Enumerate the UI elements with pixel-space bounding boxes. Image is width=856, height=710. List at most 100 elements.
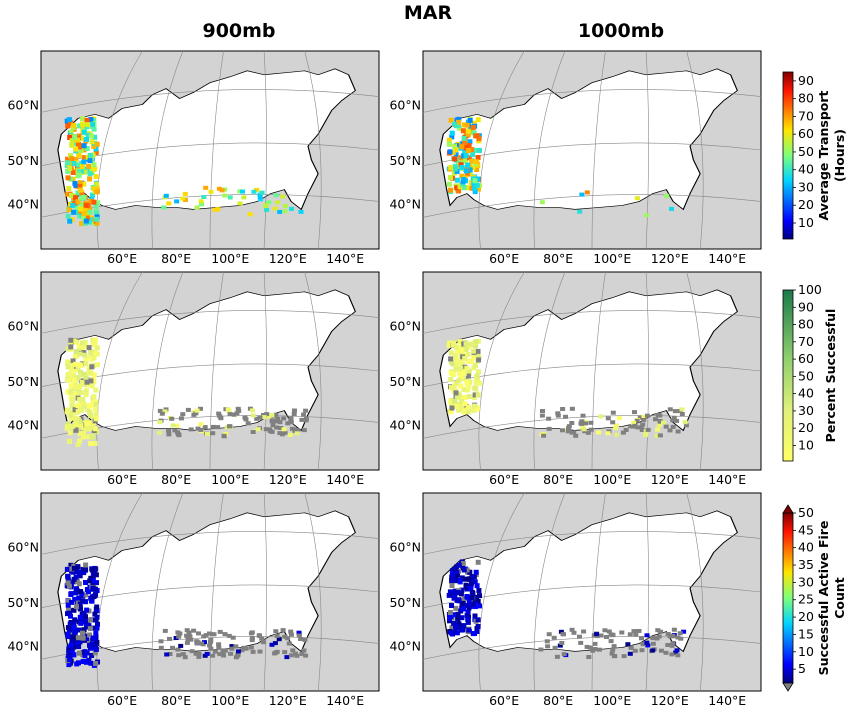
data-cell [163,193,169,198]
data-cell [77,351,83,357]
latitude-label: 50°N [389,374,421,389]
data-cell [449,134,455,140]
data-cell [449,625,455,631]
data-cell [614,432,620,437]
data-cell [466,368,472,374]
data-cell [581,427,587,432]
data-cell [237,201,243,206]
data-cell [604,635,609,639]
data-cell [90,339,96,345]
latitude-label: 40°N [7,417,39,432]
data-cell [68,153,73,159]
data-cell [671,415,677,420]
meridian-line [686,271,704,471]
data-cell [186,630,192,635]
data-cell [208,640,213,645]
data-cell [280,628,286,633]
data-cell [448,117,454,123]
data-cell [546,416,552,421]
data-cell [449,130,455,136]
data-cell [466,576,472,582]
parallel-line [40,531,380,555]
data-cell [463,347,469,352]
meridian-line [533,492,566,692]
data-cell [675,635,681,640]
data-cell [452,121,458,127]
latitude-label: 40°N [7,638,39,653]
latitude-label: 40°N [389,196,421,211]
data-cell [75,564,81,570]
data-cell [88,198,94,204]
data-cell [464,168,469,174]
data-cell [69,156,75,162]
data-cell [76,627,82,633]
data-cell [212,207,218,212]
data-cell [208,646,214,651]
data-cell [180,652,186,657]
data-cell [80,121,86,127]
data-cell [87,637,93,643]
data-cell [255,427,261,432]
data-cell [166,428,172,433]
data-cell [204,432,210,436]
data-cell [75,364,81,370]
data-cell [92,650,98,656]
data-cell [87,158,93,164]
data-cell [235,652,241,657]
data-cell [87,626,93,632]
data-cell [78,422,84,428]
data-cell [91,126,97,132]
data-cell [460,600,466,606]
data-cell [88,441,94,447]
data-cell [616,416,622,421]
data-cell [90,122,95,127]
data-cell [243,417,249,422]
data-cell [84,624,89,630]
data-cell [169,416,175,421]
data-cell [644,413,650,418]
data-cell [447,589,453,595]
data-cell [288,420,294,425]
data-cell [199,641,205,646]
data-cell [476,186,481,192]
data-cell [464,365,470,371]
data-cell [566,424,572,429]
data-cell [560,632,566,637]
longitude-label: 100°E [211,251,249,266]
data-cell [269,418,275,423]
data-cell [94,141,100,147]
data-cell [474,167,480,172]
colorbar-tick-label: 80 [798,317,814,332]
data-cell [453,152,459,158]
data-cell [94,345,100,351]
data-cell [475,392,481,398]
latitude-label: 60°N [7,97,39,112]
colorbar-tick-label: 80 [798,91,814,106]
data-cell [68,592,74,597]
meridian-line [533,50,566,250]
data-cell [457,406,463,412]
data-cell [172,428,178,433]
colorbar-tick-label: 35 [798,557,814,572]
data-cell [644,633,650,638]
data-cell [571,430,577,435]
data-cell [66,598,72,604]
data-cell [459,164,465,170]
data-cell [274,633,280,638]
data-cell [77,614,83,620]
data-cell [619,630,625,635]
latitude-label: 50°N [389,595,421,610]
data-cell [476,357,482,363]
data-cell [459,347,465,353]
data-cell [161,205,167,210]
data-cell [74,339,79,345]
data-cell [175,647,181,652]
colorbar-tick-label: 30 [798,574,814,589]
data-cell [555,411,561,416]
data-cell [184,633,190,638]
data-cell [78,620,84,626]
data-cell [68,642,74,648]
colorbar-tick-label: 50 [798,144,814,159]
data-cell [235,406,241,411]
data-cell [461,135,467,141]
